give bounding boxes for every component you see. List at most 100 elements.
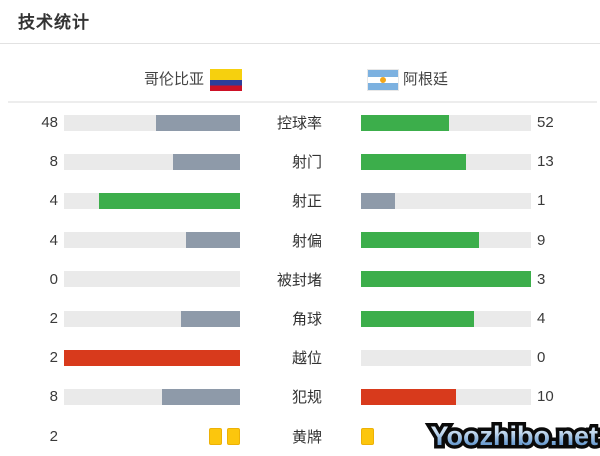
bar-track-left bbox=[64, 271, 240, 288]
bar-right-zone bbox=[361, 349, 531, 366]
bar-right-zone bbox=[361, 388, 531, 405]
stat-value-right: 0 bbox=[537, 349, 546, 367]
stat-row-犯规: 8 犯规 10 bbox=[0, 377, 600, 416]
team-header: 哥伦比亚 阿根廷 bbox=[0, 44, 600, 101]
bar-fill-right bbox=[361, 388, 456, 405]
stat-label: 被封堵 bbox=[276, 271, 322, 289]
bar-right-zone bbox=[361, 232, 531, 249]
bar-track-left bbox=[64, 349, 240, 366]
stat-label: 黄牌 bbox=[291, 428, 322, 446]
stat-value-right: 10 bbox=[537, 388, 554, 406]
bar-track-right bbox=[361, 192, 531, 209]
bar-left-zone bbox=[64, 388, 240, 405]
stat-row-被封堵: 0 被封堵 3 bbox=[0, 260, 600, 299]
stat-value-left: 8 bbox=[49, 388, 58, 406]
bar-right-zone bbox=[361, 114, 531, 131]
stat-row-控球率: 48 控球率 52 bbox=[0, 103, 600, 142]
team-right-name: 阿根廷 bbox=[403, 71, 449, 88]
bar-track-right bbox=[361, 349, 531, 366]
bar-fill-right bbox=[361, 192, 395, 209]
yellow-card-icon bbox=[227, 427, 240, 445]
bar-fill-left bbox=[172, 153, 240, 170]
bar-left-zone bbox=[64, 271, 240, 288]
bar-track-left bbox=[64, 388, 240, 405]
stat-value-left: 0 bbox=[49, 270, 58, 288]
stat-value-right: 1 bbox=[537, 192, 546, 210]
bar-track-left bbox=[64, 310, 240, 327]
stat-value-right: 13 bbox=[537, 153, 554, 171]
stat-row-角球: 2 角球 4 bbox=[0, 299, 600, 338]
bar-track-left bbox=[64, 153, 240, 170]
bar-left-zone bbox=[64, 310, 240, 327]
argentina-flag-icon bbox=[367, 69, 399, 91]
bar-track-right bbox=[361, 271, 531, 288]
yellow-card-icon bbox=[209, 427, 222, 445]
stat-value-right: 4 bbox=[537, 310, 546, 328]
bar-left-zone bbox=[64, 153, 240, 170]
watermark-text: Yoozhibo.net bbox=[430, 421, 598, 451]
stat-row-射偏: 4 射偏 9 bbox=[0, 221, 600, 260]
stat-value-right: 9 bbox=[537, 231, 546, 249]
bar-fill-left bbox=[181, 310, 240, 327]
bar-fill-left bbox=[99, 192, 240, 209]
bar-left-zone bbox=[64, 232, 240, 249]
stat-label: 犯规 bbox=[291, 389, 322, 407]
stat-value-left: 4 bbox=[49, 231, 58, 249]
stat-row-射门: 8 射门 13 bbox=[0, 142, 600, 181]
bar-fill-right bbox=[361, 114, 450, 131]
header-divider bbox=[8, 101, 597, 103]
bar-right-zone bbox=[361, 427, 531, 445]
bar-fill-left bbox=[185, 232, 240, 249]
bar-left-zone bbox=[64, 114, 240, 131]
stat-row-射正: 4 射正 1 bbox=[0, 181, 600, 220]
watermark-outline: Yoozhibo.net bbox=[427, 418, 600, 455]
stat-label: 射偏 bbox=[291, 232, 322, 250]
stat-value-left: 48 bbox=[41, 114, 58, 132]
bar-right-zone bbox=[361, 153, 531, 170]
stat-value-right: 1 bbox=[537, 428, 577, 445]
yellow-card-icon bbox=[361, 427, 374, 445]
title-divider bbox=[0, 43, 600, 44]
bar-track-left bbox=[64, 232, 240, 249]
stat-value-left: 2 bbox=[49, 310, 58, 328]
stat-label: 控球率 bbox=[276, 115, 322, 133]
bar-track-right bbox=[361, 153, 531, 170]
bar-track-right bbox=[361, 310, 531, 327]
team-left: 哥伦比亚 bbox=[144, 69, 242, 91]
bar-right-zone bbox=[361, 271, 531, 288]
sun-icon bbox=[380, 77, 386, 83]
bar-track-left bbox=[64, 192, 240, 209]
bar-fill-right bbox=[361, 153, 467, 170]
stat-value-left: 8 bbox=[49, 153, 58, 171]
stat-label: 射门 bbox=[291, 154, 322, 172]
bar-left-zone bbox=[64, 349, 240, 366]
bar-left-zone bbox=[64, 192, 240, 209]
bar-fill-left bbox=[155, 114, 240, 131]
stat-label: 角球 bbox=[291, 311, 322, 329]
bar-fill-right bbox=[361, 232, 479, 249]
stats-rows: 48 控球率 52 8 射门 13 4 射正 1 4 射偏 9 0 被封堵 3 2 角球 4 2 越位 0 8 犯规 10 2 黄… bbox=[0, 103, 600, 456]
stat-value-left: 2 bbox=[49, 427, 58, 445]
bar-track-left bbox=[64, 114, 240, 131]
bar-fill-left bbox=[161, 388, 240, 405]
stat-row-黄牌: 2 黄牌 1 bbox=[0, 417, 600, 456]
bar-fill-right bbox=[361, 271, 531, 288]
bar-track-right bbox=[361, 114, 531, 131]
bar-track-right bbox=[361, 232, 531, 249]
bar-right-zone bbox=[361, 310, 531, 327]
stat-label: 射正 bbox=[291, 193, 322, 211]
stat-label: 越位 bbox=[291, 350, 322, 368]
team-right: 阿根廷 bbox=[367, 69, 448, 91]
stat-row-越位: 2 越位 0 bbox=[0, 338, 600, 377]
watermark: Yoozhibo.net Yoozhibo.net bbox=[427, 418, 600, 455]
colombia-flag-icon bbox=[210, 69, 242, 91]
stat-value-left: 4 bbox=[49, 192, 58, 210]
bar-track-right bbox=[361, 388, 531, 405]
stat-value-right: 3 bbox=[537, 270, 546, 288]
bar-fill-left bbox=[64, 349, 240, 366]
page-title: 技术统计 bbox=[18, 13, 90, 32]
bar-fill-right bbox=[361, 310, 475, 327]
bar-right-zone bbox=[361, 192, 531, 209]
stat-value-left: 2 bbox=[49, 349, 58, 367]
